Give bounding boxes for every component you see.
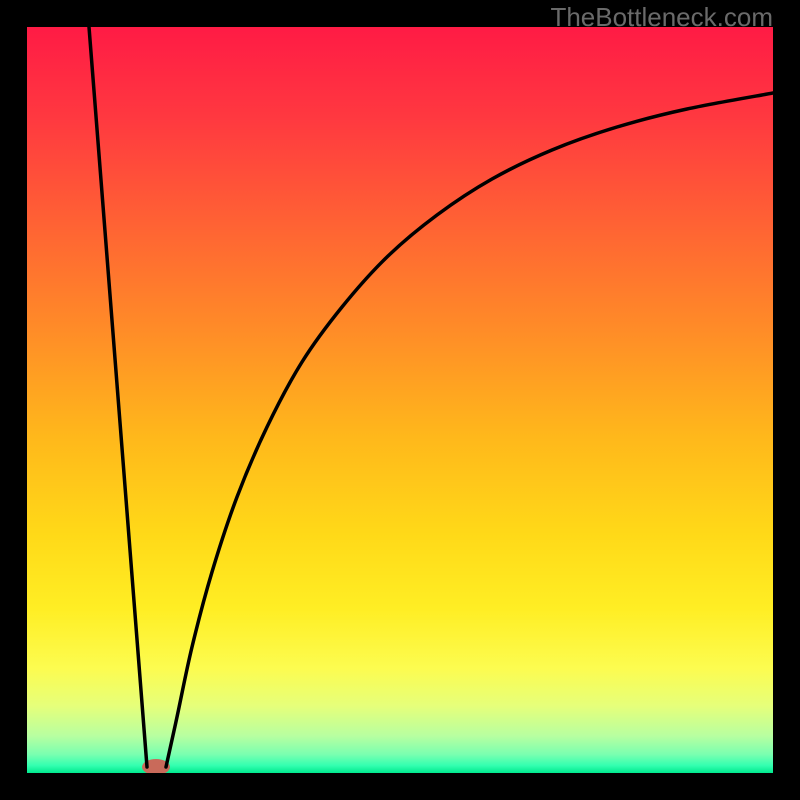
right-curve: [166, 93, 773, 767]
watermark-text: TheBottleneck.com: [550, 2, 773, 33]
plot-area: [27, 27, 773, 773]
chart-container: TheBottleneck.com: [0, 0, 800, 800]
curve-overlay: [27, 27, 773, 773]
left-curve: [89, 27, 147, 767]
